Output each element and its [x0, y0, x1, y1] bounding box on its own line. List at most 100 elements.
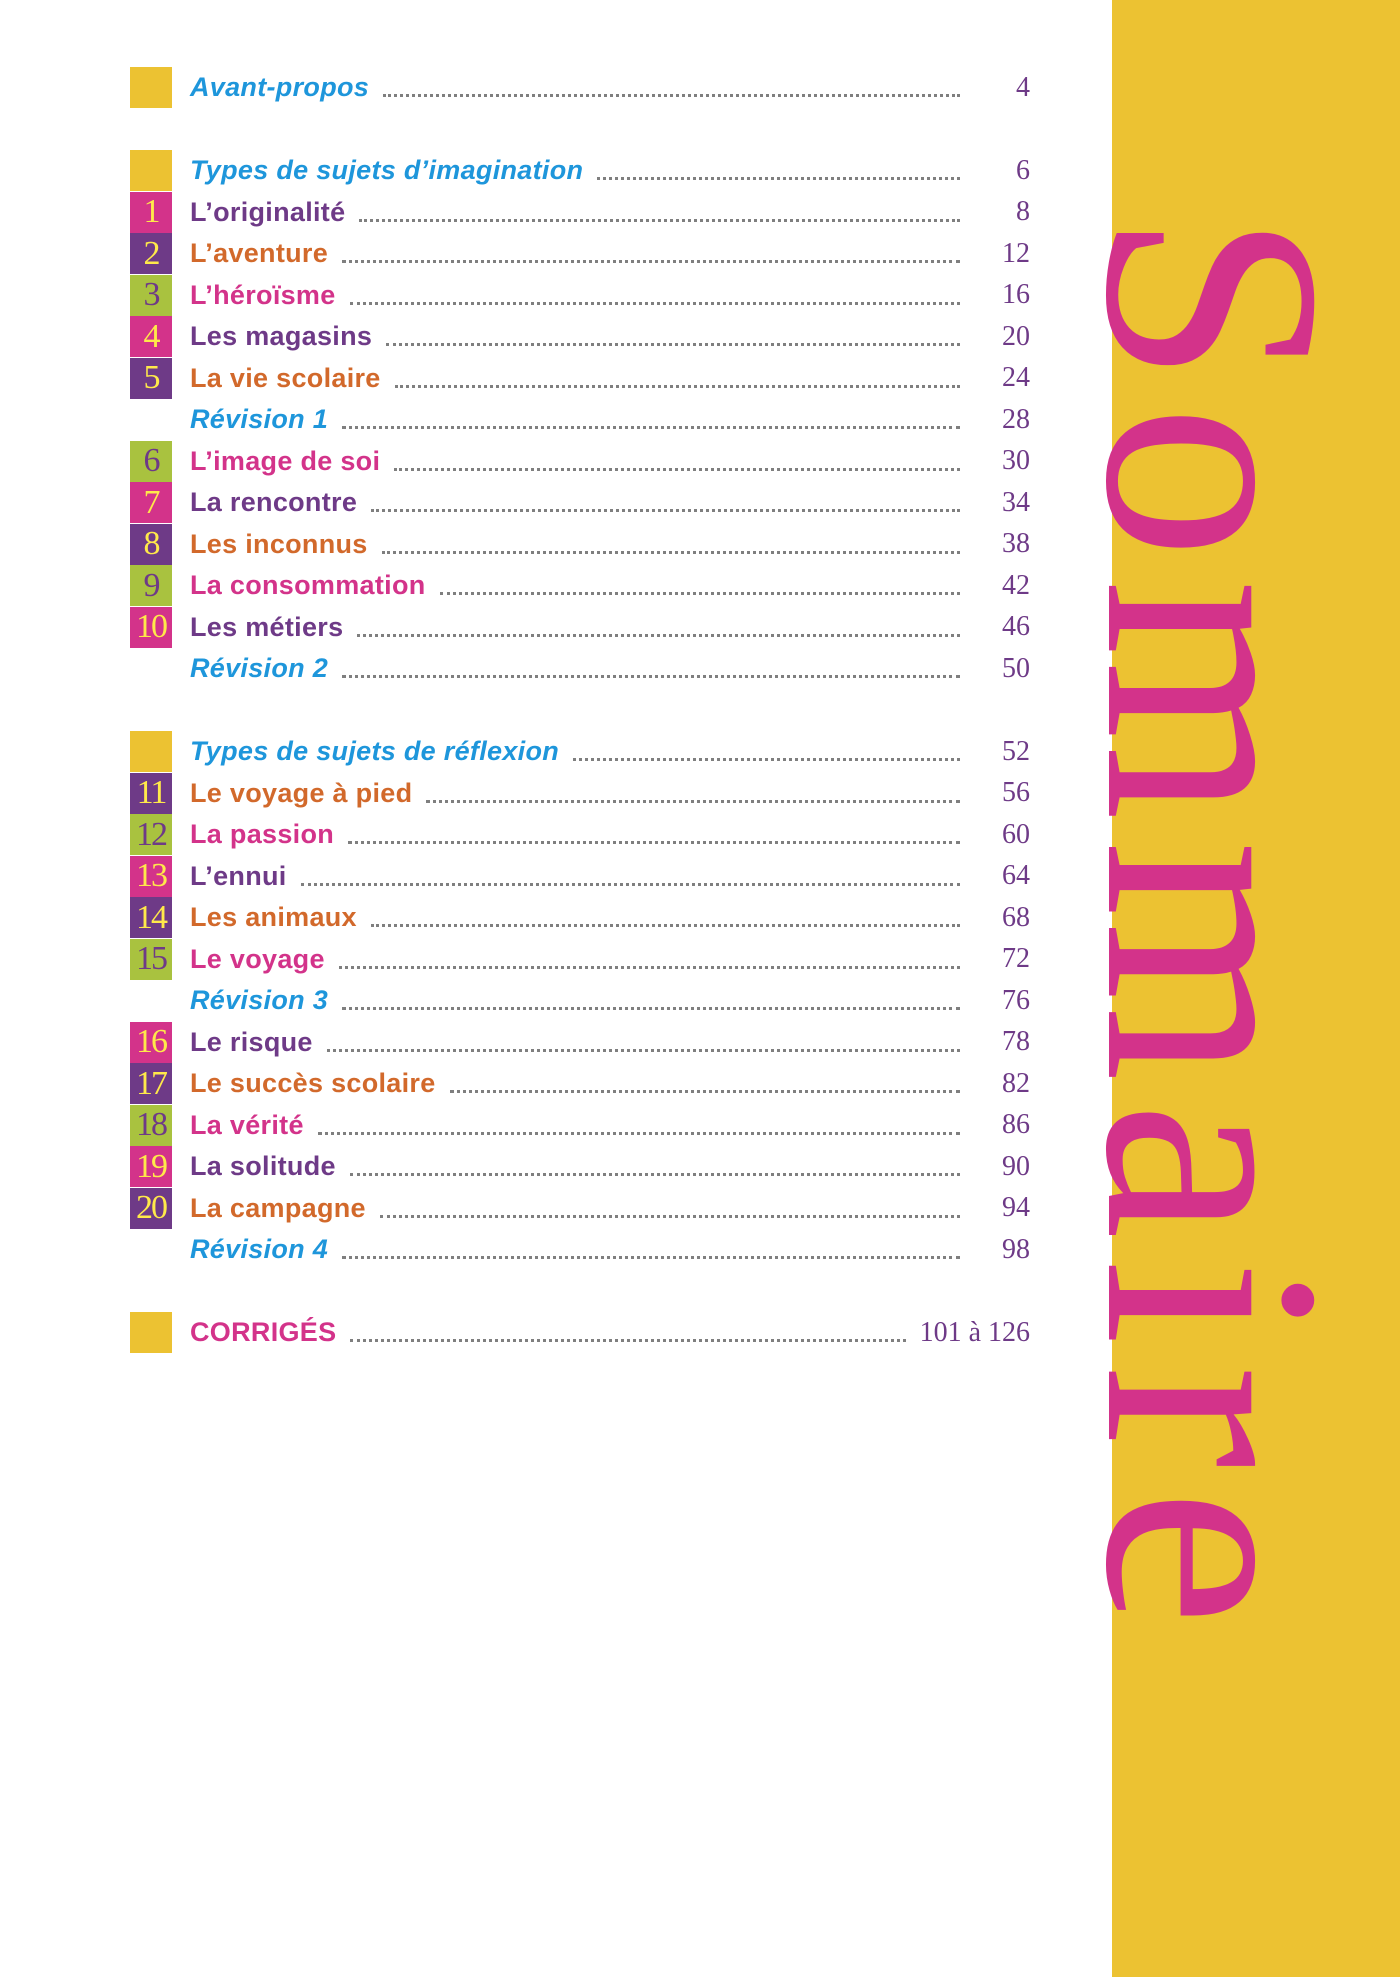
chapter-number-box: 16: [130, 1021, 172, 1063]
toc-entry[interactable]: CORRIGÉS 101 à 126: [130, 1312, 1030, 1354]
entry-title: Révision 4: [190, 1234, 329, 1265]
toc-entry[interactable]: 3 L’héroïsme 16: [130, 274, 1030, 317]
entry-title: La campagne: [190, 1192, 366, 1223]
toc-entry[interactable]: 15 Le voyage 72: [130, 938, 1030, 981]
page-number: 4: [1016, 71, 1030, 103]
toc-entry[interactable]: 11 Le voyage à pied 56: [130, 772, 1030, 815]
dot-leader: [317, 1131, 960, 1135]
page-number: 24: [1002, 362, 1030, 394]
chapter-number-box: 14: [130, 897, 172, 939]
entry-title: Avant-propos: [190, 72, 370, 103]
dot-leader: [439, 592, 960, 596]
toc-entry[interactable]: Types de sujets d’imagination 6: [130, 150, 1030, 192]
toc-section: Types de sujets d’imagination 6 1 L’origina…: [130, 150, 1030, 690]
page-title: Sommaire: [1041, 212, 1384, 1647]
page-number: 12: [1002, 237, 1030, 269]
entry-title: L’héroïsme: [190, 279, 336, 310]
toc-entry[interactable]: 1 L’originalité 8: [130, 191, 1030, 234]
toc-entry[interactable]: 14 Les animaux 68: [130, 897, 1030, 939]
toc-entry[interactable]: 16 Le risque 78: [130, 1021, 1030, 1064]
entry-title: Les magasins: [190, 321, 373, 352]
toc-entry[interactable]: 20 La campagne 94: [130, 1187, 1030, 1230]
dot-leader: [342, 426, 960, 430]
page-number: 94: [1002, 1192, 1030, 1224]
page-number: 50: [1002, 652, 1030, 684]
page-number: 56: [1002, 777, 1030, 809]
chapter-number-box: 20: [130, 1187, 172, 1229]
toc-entry[interactable]: 4 Les magasins 20: [130, 316, 1030, 358]
toc-entry[interactable]: 5 La vie scolaire 24: [130, 357, 1030, 400]
page-number: 38: [1002, 528, 1030, 560]
page-number: 28: [1002, 403, 1030, 435]
toc-section: Avant-propos 4: [130, 67, 1030, 109]
entry-title: Révision 1: [190, 404, 329, 435]
dot-leader: [349, 1173, 960, 1177]
toc-section: CORRIGÉS 101 à 126: [130, 1312, 1030, 1354]
toc-entry[interactable]: 7 La rencontre 34: [130, 482, 1030, 524]
page-number: 76: [1002, 984, 1030, 1016]
chapter-number-box: 12: [130, 814, 172, 856]
dot-leader: [349, 301, 960, 305]
entry-title: Les animaux: [190, 902, 357, 933]
page-number: 78: [1002, 1026, 1030, 1058]
chapter-number-box: 18: [130, 1104, 172, 1146]
entry-title: Le voyage: [190, 943, 325, 974]
chapter-number-box: 8: [130, 523, 172, 565]
dot-leader: [371, 509, 960, 513]
toc-entry[interactable]: Avant-propos 4: [130, 67, 1030, 109]
page-number: 86: [1002, 1109, 1030, 1141]
chapter-number-box: 4: [130, 316, 172, 358]
entry-title: L’aventure: [190, 238, 329, 269]
toc-entry[interactable]: 8 Les inconnus 38: [130, 523, 1030, 566]
dot-leader: [338, 965, 960, 969]
toc-entry[interactable]: 19 La solitude 90: [130, 1146, 1030, 1188]
dot-leader: [386, 343, 960, 347]
toc-entry[interactable]: Types de sujets de réflexion 52: [130, 731, 1030, 773]
page-number: 30: [1002, 445, 1030, 477]
entry-title: L’image de soi: [190, 445, 381, 476]
chapter-number-box: 13: [130, 855, 172, 897]
chapter-number-box: [130, 399, 172, 440]
toc-entry[interactable]: 10 Les métiers 46: [130, 606, 1030, 649]
toc-entry[interactable]: Révision 3 76: [130, 980, 1030, 1022]
page-number: 6: [1016, 154, 1030, 186]
page-number: 52: [1002, 735, 1030, 767]
entry-title: L’ennui: [190, 860, 287, 891]
page-number: 68: [1002, 901, 1030, 933]
page-number: 34: [1002, 486, 1030, 518]
chapter-number-box: 1: [130, 191, 172, 233]
dot-leader: [597, 177, 960, 181]
toc-entry[interactable]: Révision 2 50: [130, 648, 1030, 690]
dot-leader: [348, 841, 960, 845]
table-of-contents: Avant-propos 4 Types de sujets d’imaginati…: [130, 67, 1030, 1395]
dot-leader: [342, 675, 960, 679]
entry-title: La passion: [190, 819, 335, 850]
toc-entry[interactable]: 18 La vérité 86: [130, 1104, 1030, 1147]
page-number: 72: [1002, 943, 1030, 975]
dot-leader: [394, 384, 960, 388]
dot-leader: [379, 1214, 960, 1218]
chapter-number-box: [130, 1312, 172, 1354]
dot-leader: [449, 1090, 960, 1094]
toc-entry[interactable]: Révision 1 28: [130, 399, 1030, 441]
dot-leader: [426, 799, 960, 803]
toc-entry[interactable]: 12 La passion 60: [130, 814, 1030, 856]
page-number: 64: [1002, 860, 1030, 892]
dot-leader: [326, 1048, 960, 1052]
toc-entry[interactable]: 13 L’ennui 64: [130, 855, 1030, 898]
toc-entry[interactable]: Révision 4 98: [130, 1229, 1030, 1271]
toc-entry[interactable]: 6 L’image de soi 30: [130, 440, 1030, 483]
entry-title: Les métiers: [190, 611, 344, 642]
entry-title: Révision 3: [190, 985, 329, 1016]
entry-title: La vérité: [190, 1109, 304, 1140]
toc-entry[interactable]: 17 Le succès scolaire 82: [130, 1063, 1030, 1105]
chapter-number-box: [130, 648, 172, 689]
entry-title: Types de sujets d’imagination: [190, 155, 584, 186]
dot-leader: [370, 924, 960, 928]
dot-leader: [573, 758, 960, 762]
toc-entry[interactable]: 9 La consommation 42: [130, 565, 1030, 607]
page-number: 101 à 126: [919, 1316, 1030, 1348]
chapter-number-box: [130, 1229, 172, 1270]
entry-title: Les inconnus: [190, 528, 368, 559]
toc-entry[interactable]: 2 L’aventure 12: [130, 233, 1030, 275]
